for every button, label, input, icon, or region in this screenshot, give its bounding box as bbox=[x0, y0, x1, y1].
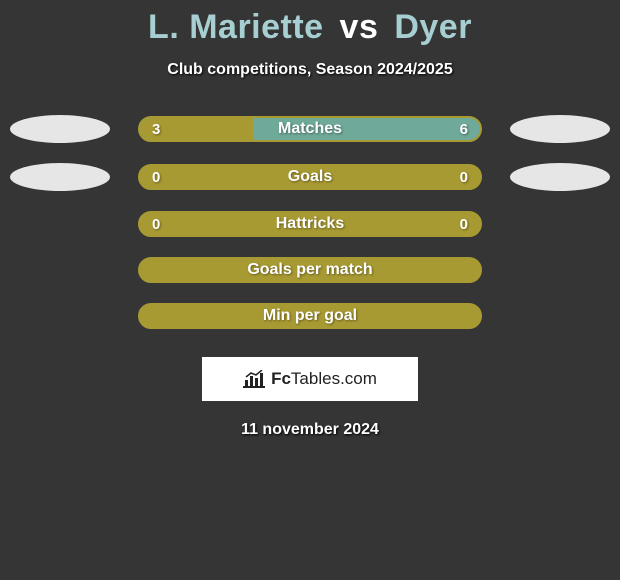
stat-label: Hattricks bbox=[140, 215, 480, 233]
stat-right-value: 0 bbox=[460, 169, 468, 186]
vs-text: vs bbox=[340, 8, 379, 46]
stat-row-hattricks: 0Hattricks0 bbox=[10, 211, 610, 237]
footer-brand-box: FcTables.com bbox=[202, 357, 418, 401]
brand-text: FcTables.com bbox=[271, 369, 377, 389]
stat-row-min-per-goal: Min per goal bbox=[10, 303, 610, 329]
stat-label: Goals per match bbox=[140, 261, 480, 279]
stat-bar: Goals per match bbox=[138, 257, 482, 283]
player1-badge bbox=[10, 115, 110, 143]
comparison-chart: L. Mariette vs Dyer Club competitions, S… bbox=[0, 0, 620, 439]
player1-name: L. Mariette bbox=[148, 8, 324, 46]
stat-row-goals-per-match: Goals per match bbox=[10, 257, 610, 283]
stat-row-goals: 0Goals0 bbox=[10, 163, 610, 191]
stat-label: Matches bbox=[140, 120, 480, 138]
brand-tables: Tables.com bbox=[291, 369, 377, 388]
player2-badge bbox=[510, 163, 610, 191]
stat-rows: 3Matches60Goals00Hattricks0Goals per mat… bbox=[10, 115, 610, 349]
stat-right-value: 0 bbox=[460, 216, 468, 233]
player2-badge bbox=[510, 115, 610, 143]
player2-name: Dyer bbox=[394, 8, 472, 46]
stat-bar: 3Matches6 bbox=[138, 116, 482, 142]
stat-right-value: 6 bbox=[460, 121, 468, 138]
stat-bar: 0Hattricks0 bbox=[138, 211, 482, 237]
chart-icon bbox=[243, 370, 265, 388]
subtitle: Club competitions, Season 2024/2025 bbox=[167, 61, 452, 79]
stat-bar: 0Goals0 bbox=[138, 164, 482, 190]
stat-bar: Min per goal bbox=[138, 303, 482, 329]
date-text: 11 november 2024 bbox=[241, 421, 379, 439]
brand-fc: Fc bbox=[271, 369, 291, 388]
stat-label: Min per goal bbox=[140, 307, 480, 325]
stat-row-matches: 3Matches6 bbox=[10, 115, 610, 143]
stat-label: Goals bbox=[140, 168, 480, 186]
page-title: L. Mariette vs Dyer bbox=[148, 8, 472, 47]
player1-badge bbox=[10, 163, 110, 191]
